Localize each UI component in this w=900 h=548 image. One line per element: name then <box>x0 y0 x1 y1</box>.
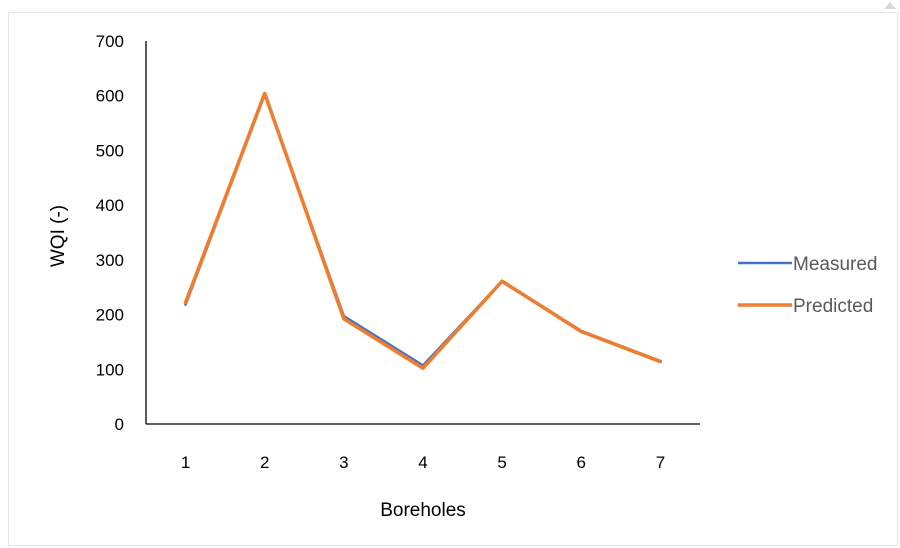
series-line-measured <box>184 92 662 367</box>
legend: Measured Predicted <box>738 254 878 317</box>
x-tick-label: 7 <box>656 453 665 472</box>
y-tick-label: 700 <box>96 32 124 51</box>
x-tick-label: 5 <box>497 453 506 472</box>
legend-label: Measured <box>793 254 878 275</box>
legend-label: Predicted <box>793 296 873 317</box>
y-tick-label: 600 <box>96 87 124 106</box>
scroll-up-icon[interactable] <box>884 2 896 9</box>
chart-area <box>8 12 898 546</box>
y-tick-label: 300 <box>96 251 124 270</box>
x-tick-label: 3 <box>339 453 348 472</box>
y-tick-label: 100 <box>96 360 124 379</box>
y-tick-label: 0 <box>115 415 124 434</box>
y-axis-ticks: 0 100 200 300 400 500 600 700 <box>96 32 124 434</box>
y-axis-title: WQI (-) <box>48 205 69 267</box>
y-tick-label: 200 <box>96 306 124 325</box>
x-tick-label: 1 <box>181 453 190 472</box>
series-line-predicted <box>183 91 663 371</box>
x-tick-label: 6 <box>577 453 586 472</box>
legend-item-measured: Measured <box>738 254 878 275</box>
y-tick-label: 400 <box>96 196 124 215</box>
x-tick-label: 4 <box>418 453 427 472</box>
x-axis-ticks: 1 2 3 4 5 6 7 <box>181 453 665 472</box>
legend-item-predicted: Predicted <box>738 296 873 317</box>
series-lines <box>183 91 663 371</box>
x-axis-title: Boreholes <box>380 500 466 521</box>
x-tick-label: 2 <box>260 453 269 472</box>
y-tick-label: 500 <box>96 141 124 160</box>
